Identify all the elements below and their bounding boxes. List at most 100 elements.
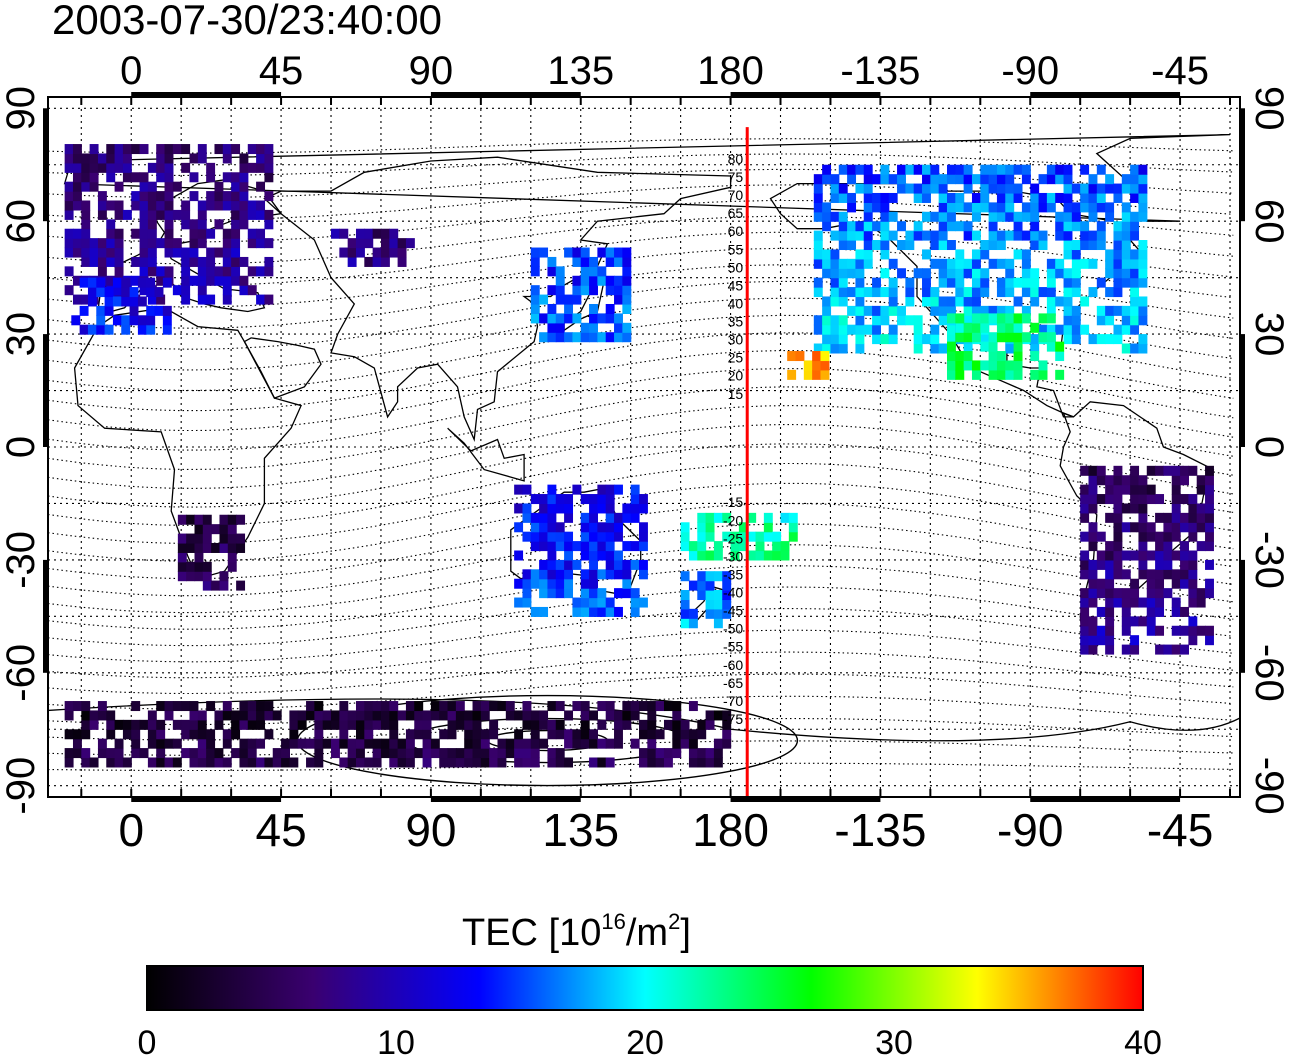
tec-cell bbox=[555, 729, 565, 740]
tec-cell bbox=[1121, 174, 1131, 185]
tec-cell bbox=[1071, 324, 1081, 335]
mlat-contour bbox=[48, 503, 1234, 580]
tec-cell bbox=[1113, 588, 1123, 599]
tec-cell bbox=[1105, 494, 1115, 505]
tec-cell bbox=[697, 580, 707, 591]
tec-cell bbox=[555, 757, 565, 768]
tec-cell bbox=[129, 296, 139, 307]
tec-cell bbox=[1188, 531, 1198, 542]
tec-cell bbox=[913, 221, 923, 232]
tec-cell bbox=[1188, 625, 1198, 636]
tec-cell bbox=[1113, 230, 1123, 241]
tec-cell bbox=[597, 569, 607, 580]
tec-cell bbox=[1013, 332, 1023, 343]
tec-cell bbox=[738, 531, 748, 542]
tec-cell bbox=[847, 164, 857, 175]
tec-cell bbox=[622, 285, 632, 296]
tec-cell bbox=[1138, 343, 1148, 354]
tec-cell bbox=[922, 174, 931, 185]
tec-cell bbox=[1130, 578, 1140, 589]
tec-cell bbox=[680, 729, 690, 740]
tec-cell bbox=[64, 162, 74, 173]
tec-cell bbox=[555, 531, 565, 542]
tec-cell bbox=[863, 211, 873, 222]
tec-cell bbox=[239, 172, 249, 183]
tec-cell bbox=[547, 522, 557, 533]
tec-cell bbox=[905, 296, 915, 307]
colorbar-tick-label: 40 bbox=[1124, 1024, 1162, 1057]
tec-cell bbox=[830, 174, 840, 185]
tec-cell bbox=[630, 588, 640, 599]
tec-cell bbox=[121, 287, 131, 298]
tec-cell bbox=[1146, 484, 1156, 495]
tec-cell bbox=[214, 757, 224, 768]
tec-cell bbox=[79, 324, 89, 335]
tec-cell bbox=[81, 719, 91, 730]
tec-cell bbox=[1205, 484, 1214, 495]
tec-cell bbox=[713, 748, 723, 759]
tec-cell bbox=[1071, 258, 1081, 269]
tec-cell bbox=[147, 191, 157, 202]
tec-cell bbox=[227, 533, 237, 544]
tec-cell bbox=[630, 494, 640, 505]
tec-cell bbox=[505, 738, 515, 749]
tec-cell bbox=[888, 334, 898, 345]
tec-cell bbox=[347, 757, 357, 768]
tec-cell bbox=[339, 757, 349, 768]
tec-cell bbox=[580, 606, 590, 617]
colorbar-tick-label: 10 bbox=[377, 1024, 415, 1057]
tec-cell bbox=[1088, 597, 1098, 608]
tec-cell bbox=[194, 552, 204, 563]
tec-cell bbox=[1013, 369, 1023, 380]
tec-cell bbox=[162, 277, 172, 288]
tec-cell bbox=[622, 247, 632, 258]
tec-cell bbox=[389, 748, 399, 759]
contour-label: 75 bbox=[728, 169, 744, 185]
tec-cell bbox=[547, 313, 557, 324]
tec-cell bbox=[272, 748, 282, 759]
tec-cell bbox=[156, 719, 166, 730]
tec-cell bbox=[1155, 578, 1165, 589]
tec-cell bbox=[555, 285, 565, 296]
tec-cell bbox=[131, 748, 141, 759]
tec-cell bbox=[680, 738, 690, 749]
tec-cell bbox=[1038, 192, 1048, 203]
tec-cell bbox=[480, 710, 490, 721]
tec-cell bbox=[289, 710, 299, 721]
tec-cell bbox=[813, 240, 823, 251]
tec-cell bbox=[589, 559, 598, 570]
tec-cell bbox=[847, 324, 857, 335]
tec-cell bbox=[1146, 531, 1156, 542]
tec-cell bbox=[713, 738, 723, 749]
tec-cell bbox=[1063, 202, 1073, 213]
tec-cell bbox=[147, 238, 157, 249]
tec-cell bbox=[447, 701, 457, 712]
tec-cell bbox=[1180, 578, 1189, 589]
tec-cell bbox=[688, 748, 698, 759]
tec-cell bbox=[405, 710, 415, 721]
tec-cell bbox=[1080, 569, 1090, 580]
tec-cell bbox=[81, 294, 91, 305]
tec-cell bbox=[572, 332, 582, 343]
tec-cell bbox=[780, 541, 790, 552]
tec-cell bbox=[139, 191, 149, 202]
tec-cell bbox=[256, 228, 266, 239]
tec-cell bbox=[181, 275, 191, 286]
tec-cell bbox=[247, 209, 257, 220]
tec-cell bbox=[227, 542, 237, 553]
tec-cell bbox=[422, 738, 432, 749]
tec-cell bbox=[81, 748, 91, 759]
tec-cell bbox=[1055, 221, 1065, 232]
tec-cell bbox=[181, 200, 191, 211]
tec-cell bbox=[1113, 484, 1123, 495]
tec-cell bbox=[922, 277, 931, 288]
tec-cell bbox=[1071, 305, 1081, 316]
tec-cell bbox=[555, 701, 565, 712]
tec-cell bbox=[838, 287, 848, 298]
tec-cell bbox=[572, 701, 582, 712]
tec-cell bbox=[231, 247, 241, 258]
tec-cell bbox=[114, 757, 124, 768]
tec-cell bbox=[996, 360, 1006, 371]
tec-cell bbox=[572, 729, 582, 740]
tec-cell bbox=[1030, 343, 1040, 354]
